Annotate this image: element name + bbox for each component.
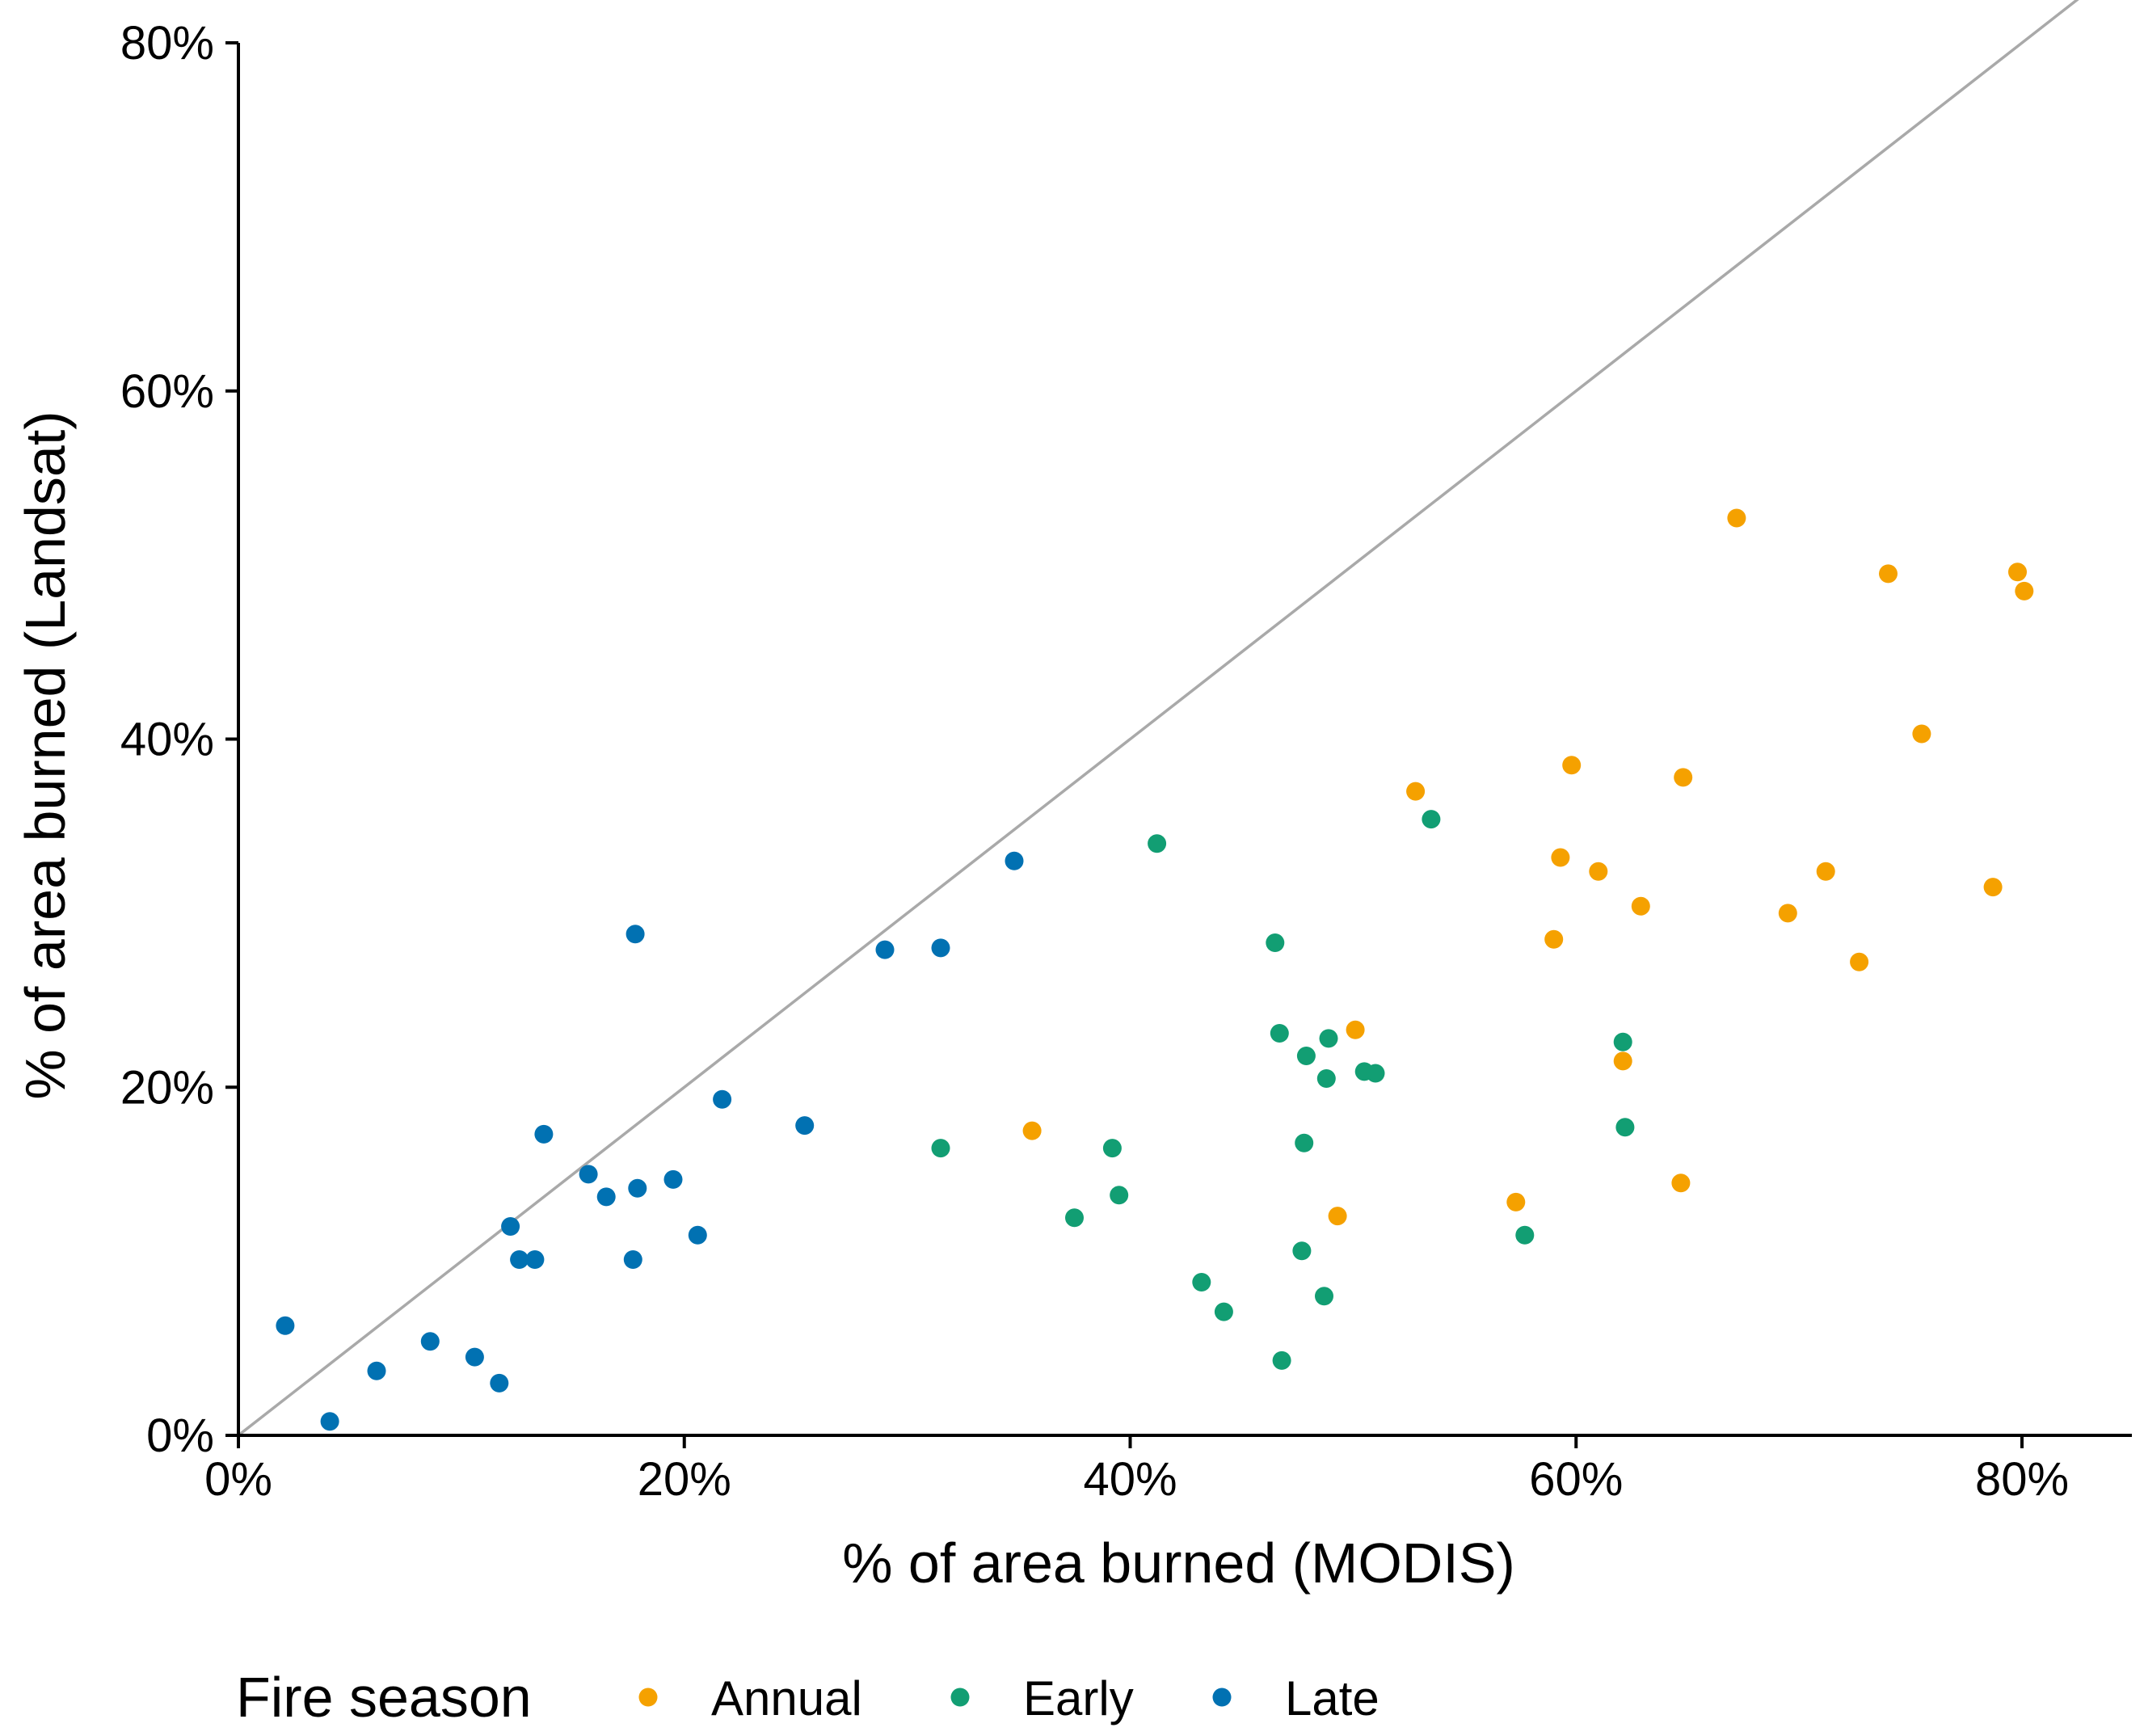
point-annual: [1551, 848, 1570, 867]
point-annual: [1879, 564, 1898, 584]
point-early: [1192, 1273, 1211, 1291]
point-annual: [1562, 756, 1582, 775]
point-annual: [1850, 952, 1869, 971]
point-early: [1065, 1208, 1084, 1228]
point-late: [713, 1089, 732, 1109]
point-late: [276, 1316, 295, 1335]
point-annual: [1983, 878, 2003, 897]
point-late: [490, 1373, 509, 1393]
point-early: [1292, 1241, 1312, 1261]
legend-label-annual: Annual: [711, 1671, 862, 1725]
point-late: [579, 1165, 598, 1184]
x-tick-label: 40%: [1083, 1453, 1177, 1506]
point-late: [688, 1225, 707, 1245]
point-early: [1110, 1186, 1129, 1205]
point-late: [628, 1178, 647, 1198]
point-early: [1295, 1133, 1314, 1152]
point-early: [1316, 1069, 1336, 1088]
point-late: [596, 1187, 616, 1207]
point-late: [367, 1361, 386, 1380]
point-annual: [1671, 1173, 1691, 1193]
point-annual: [1589, 862, 1608, 881]
point-late: [501, 1217, 520, 1236]
legend-label-late: Late: [1285, 1671, 1379, 1725]
point-late: [534, 1124, 554, 1144]
point-early: [1319, 1029, 1338, 1048]
point-annual: [1022, 1121, 1042, 1140]
legend-title: Fire season: [236, 1666, 532, 1729]
y-tick-label: 40%: [120, 714, 214, 766]
legend-key-annual: [638, 1688, 658, 1707]
point-late: [420, 1332, 440, 1351]
x-tick-label: 80%: [1975, 1453, 2069, 1506]
point-late: [465, 1347, 484, 1367]
axes: 0% 20% 40% 60% 80% 0% 20% 40% 60% 80% % of area bu…: [14, 17, 2132, 1595]
y-axis-title: % of area burned (Landsat): [14, 411, 77, 1099]
plot-area: [238, 0, 2079, 1435]
y-tick-label: 60%: [120, 365, 214, 418]
point-early: [1214, 1302, 1233, 1321]
point-early: [1615, 1118, 1635, 1137]
y-tick-label: 80%: [120, 17, 214, 70]
legend-key-late: [1212, 1688, 1232, 1707]
point-late: [795, 1116, 815, 1136]
point-annual: [2008, 563, 2027, 582]
data-points: [276, 508, 2034, 1431]
point-early: [1315, 1287, 1333, 1306]
point-early: [1366, 1064, 1385, 1083]
x-tick-label: 0%: [204, 1453, 272, 1506]
point-early: [1613, 1032, 1632, 1051]
point-early: [1266, 933, 1285, 952]
point-early: [1148, 834, 1167, 853]
x-tick-label: 20%: [638, 1453, 731, 1506]
point-annual: [1778, 904, 1797, 923]
y-tick-label: 0%: [146, 1409, 214, 1462]
point-early: [1102, 1139, 1122, 1158]
point-annual: [1506, 1192, 1526, 1211]
point-early: [1422, 810, 1441, 829]
point-annual: [1346, 1020, 1365, 1039]
legend-label-early: Early: [1023, 1671, 1134, 1725]
point-annual: [1544, 929, 1564, 949]
point-annual: [2015, 581, 2034, 600]
point-late: [320, 1412, 339, 1431]
legend-key-early: [950, 1688, 970, 1707]
point-annual: [1631, 896, 1650, 916]
point-annual: [1727, 508, 1746, 528]
identity-line: [238, 0, 2079, 1435]
point-annual: [1406, 782, 1426, 801]
point-annual: [1816, 862, 1835, 881]
point-early: [1296, 1047, 1316, 1065]
point-annual: [1912, 724, 1931, 744]
point-late: [1005, 851, 1024, 870]
point-annual: [1674, 768, 1693, 787]
point-late: [510, 1250, 529, 1269]
point-early: [931, 1139, 950, 1158]
point-late: [626, 925, 645, 944]
point-late: [931, 938, 950, 958]
point-late: [623, 1250, 642, 1269]
point-early: [1515, 1225, 1535, 1245]
point-annual: [1328, 1207, 1347, 1226]
point-annual: [1613, 1051, 1632, 1071]
x-tick-label: 60%: [1529, 1453, 1623, 1506]
x-axis-title: % of area burned (MODIS): [842, 1532, 1515, 1595]
point-late: [663, 1169, 683, 1189]
y-tick-label: 20%: [120, 1061, 214, 1114]
point-late: [525, 1250, 545, 1269]
point-early: [1270, 1024, 1289, 1043]
legend: Fire season Annual Early Late: [236, 1666, 1379, 1729]
point-late: [875, 940, 895, 959]
point-early: [1272, 1350, 1291, 1370]
